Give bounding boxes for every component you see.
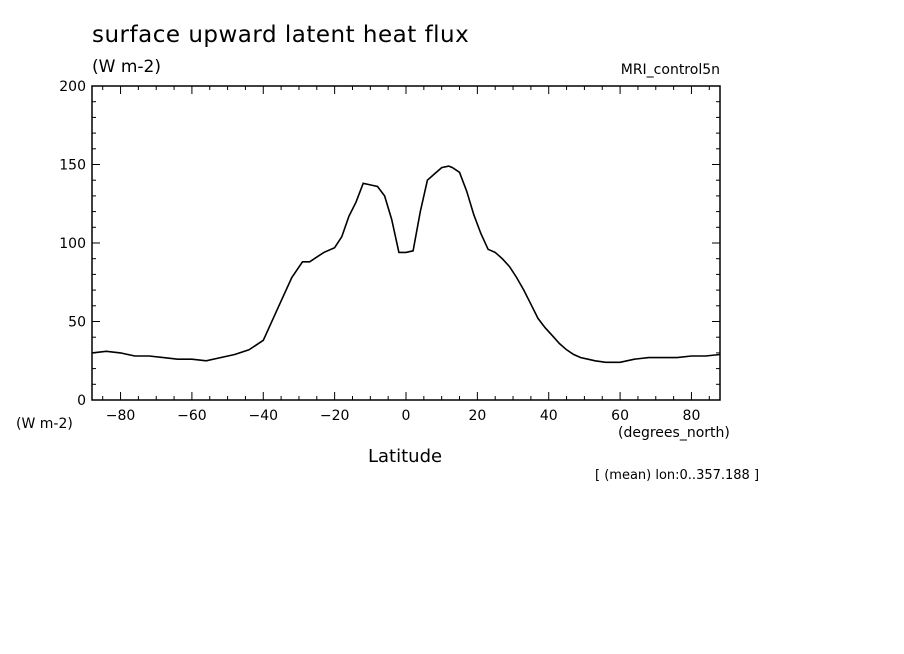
y-unit-label: (W m-2): [16, 416, 73, 432]
y-tick-label: 0: [77, 393, 86, 409]
tick-labels: −80 −60 −40 −20 0 20 40 60 80 0 50 100 150 200: [59, 79, 700, 424]
x-tick-label: 60: [611, 408, 629, 424]
x-tick-label: 20: [468, 408, 486, 424]
x-tick-label: −20: [320, 408, 350, 424]
x-tick-label: 80: [683, 408, 701, 424]
y-tick-label: 200: [59, 79, 86, 95]
chart-title: surface upward latent heat flux: [92, 22, 470, 48]
x-tick-label: 40: [540, 408, 558, 424]
y-tick-label: 100: [59, 236, 86, 252]
x-tick-label: −80: [106, 408, 136, 424]
plot-frame: [91, 85, 721, 401]
series-line: [91, 165, 721, 364]
chart-units: (W m-2): [92, 57, 161, 77]
x-unit-label: (degrees_north): [618, 425, 730, 441]
axis-ticks: [92, 85, 720, 401]
model-label: MRI_control5n: [620, 62, 720, 78]
x-tick-label: −60: [177, 408, 207, 424]
y-tick-label: 150: [59, 158, 86, 174]
x-tick-label: −40: [248, 408, 278, 424]
y-tick-label: 50: [68, 315, 86, 331]
averaging-note: [ (mean) lon:0..357.188 ]: [595, 468, 760, 483]
x-tick-label: 0: [402, 408, 411, 424]
x-axis-label: Latitude: [368, 446, 443, 467]
